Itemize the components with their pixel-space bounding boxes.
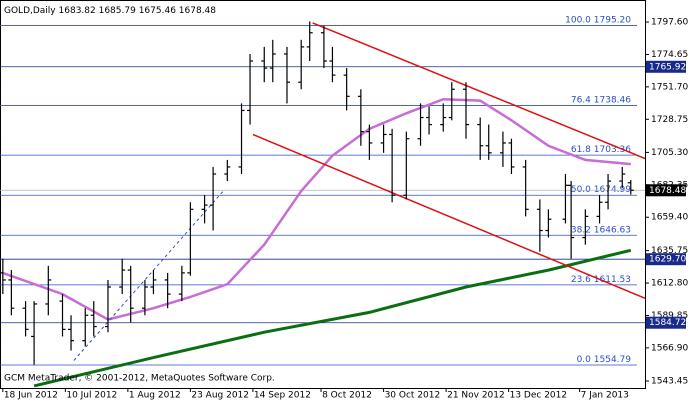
fib-ratio: 0.0 — [577, 354, 592, 364]
x-tick-label: 30 Oct 2012 — [385, 391, 441, 401]
plot-frame — [0, 0, 646, 389]
x-tick-label: 18 Jun 2012 — [4, 391, 58, 401]
x-tick-label: 7 Jan 2013 — [581, 391, 629, 401]
overlay-line — [252, 133, 645, 299]
x-tick-label: 23 Aug 2012 — [191, 391, 249, 401]
price-tag — [646, 316, 686, 329]
x-tick-label: 14 Sep 2012 — [254, 391, 311, 401]
fib-price: 1611.53 — [594, 274, 631, 284]
fib-price: 1554.79 — [594, 354, 631, 364]
fib-price: 1738.46 — [594, 95, 631, 105]
y-tick-label: 1797.60 — [651, 18, 688, 28]
x-tick-label: 13 Dec 2012 — [510, 391, 567, 401]
fib-label: 50.0 1674.99 — [571, 185, 631, 195]
fib-label: 0.0 1554.79 — [577, 354, 632, 364]
overlay-line — [312, 22, 645, 160]
y-tick-label: 1659.40 — [651, 213, 688, 223]
chart-header: GOLD,Daily 1683.82 1685.79 1675.46 1678.… — [4, 6, 216, 16]
footer: GCM MetaTrader, © 2001-2012, MetaQuotes … — [4, 374, 275, 384]
fib-ratio: 100.0 — [565, 15, 591, 25]
overlay-line — [33, 248, 632, 388]
fib-label: 23.6 1611.53 — [571, 274, 631, 284]
fib-label: 76.4 1738.46 — [571, 95, 631, 105]
y-tick-label: 1612.80 — [651, 279, 688, 289]
fib-ratio: 38.2 — [571, 225, 591, 235]
fib-label: 38.2 1646.63 — [571, 225, 631, 235]
y-tick-label: 1705.30 — [651, 148, 688, 158]
fib-ratio: 76.4 — [571, 95, 591, 105]
y-tick-label: 1566.90 — [651, 343, 688, 353]
x-tick-label: 8 Oct 2012 — [322, 391, 372, 401]
fib-price: 1703.36 — [594, 145, 631, 155]
fib-price: 1674.99 — [594, 185, 631, 195]
fib-price: 1646.63 — [594, 225, 631, 235]
fib-ratio: 50.0 — [571, 185, 591, 195]
x-tick-label: 1 Aug 2012 — [129, 391, 181, 401]
fib-ratio: 23.6 — [571, 274, 591, 284]
overlay-line — [73, 189, 225, 361]
y-tick-label: 1543.45 — [651, 377, 688, 387]
y-tick-label: 1728.75 — [651, 115, 688, 125]
price-tag-label: 1765.92 — [649, 62, 686, 72]
fib-label: 100.0 1795.20 — [565, 15, 631, 25]
y-tick-label: 1751.70 — [651, 82, 688, 92]
fib-price: 1795.20 — [594, 15, 631, 25]
x-tick-label: 10 Jul 2012 — [66, 391, 117, 401]
y-tick-label: 1589.85 — [651, 311, 688, 321]
price-tag-label: 1629.70 — [649, 255, 686, 265]
price-tag — [646, 60, 686, 73]
overlay-line — [2, 97, 631, 321]
x-tick-label: 21 Nov 2012 — [447, 391, 505, 401]
price-tag — [646, 253, 686, 266]
price-tag-label: 1584.72 — [649, 318, 686, 328]
price-tag — [646, 184, 686, 197]
fib-ratio: 61.8 — [571, 145, 591, 155]
price-tag-label: 1678.48 — [649, 186, 686, 196]
y-tick-label: 1635.75 — [651, 246, 688, 256]
fib-label: 61.8 1703.36 — [571, 145, 631, 155]
y-tick-label: 1774.65 — [651, 50, 688, 60]
